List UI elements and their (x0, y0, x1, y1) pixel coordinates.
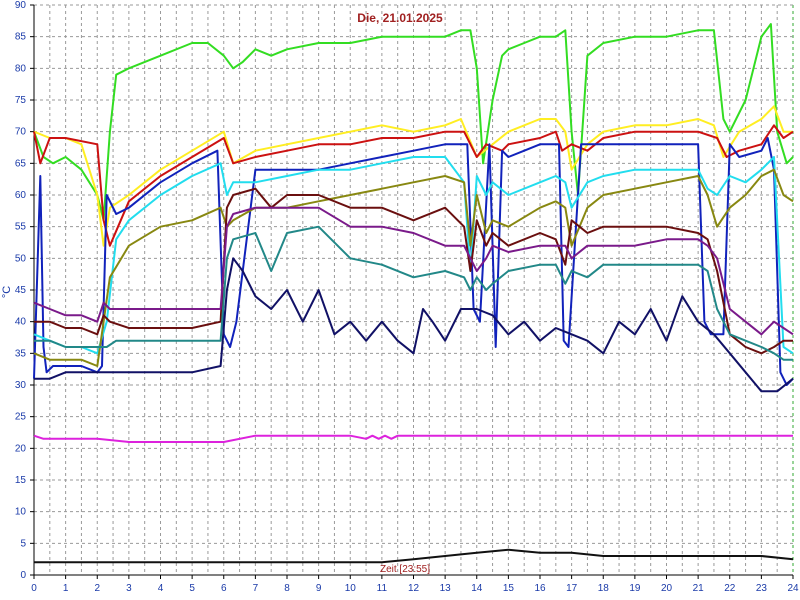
y-tick-label: 45 (15, 285, 27, 296)
y-tick-label: 10 (15, 507, 27, 518)
y-tick-label: 55 (15, 222, 27, 233)
y-axis-label: °C (1, 286, 13, 298)
y-tick-label: 65 (15, 158, 27, 169)
x-tick-label: 9 (316, 583, 322, 594)
grid (34, 4, 794, 575)
series-line-2 (33, 105, 793, 247)
y-tick-label: 5 (20, 538, 26, 549)
x-tick-label: 21 (693, 583, 705, 594)
x-tick-label: 20 (661, 583, 673, 594)
x-tick-label: 4 (158, 583, 164, 594)
x-tick-label: 16 (534, 583, 546, 594)
y-tick-label: 35 (15, 348, 27, 359)
y-tick-label: 25 (15, 412, 27, 423)
x-tick-label: 10 (345, 583, 357, 594)
y-tick-label: 60 (15, 190, 27, 201)
x-tick-label: 14 (471, 583, 483, 594)
x-tick-label: 3 (126, 583, 132, 594)
x-tick-label: 11 (377, 583, 388, 594)
x-tick-label: 8 (284, 583, 290, 594)
series-line-9 (34, 225, 793, 361)
series-line-10 (34, 257, 794, 393)
y-tick-label: 15 (15, 475, 27, 486)
x-tick-label: 19 (629, 583, 641, 594)
y-tick-label: 30 (15, 380, 27, 391)
y-tick-label: 75 (15, 95, 27, 106)
y-tick-label: 20 (15, 443, 27, 454)
y-tick-label: 85 (15, 32, 27, 43)
x-tick-label: 2 (94, 583, 100, 594)
y-tick-label: 80 (15, 63, 27, 74)
y-tick-label: 0 (20, 570, 26, 581)
series-line-1 (33, 23, 794, 222)
y-axis-ticks: 0 5 10 15 20 25 30 35 40 45 50 55 60 65 70 75 80 85 90 (15, 0, 34, 581)
x-tick-label: 17 (566, 583, 578, 594)
y-tick-label: 50 (15, 253, 27, 264)
x-tick-label: 1 (63, 583, 69, 594)
x-tick-label: 22 (724, 583, 736, 594)
x-tick-label: 23 (756, 583, 768, 594)
y-tick-label: 90 (15, 0, 27, 11)
series-line-6 (33, 168, 794, 367)
y-tick-label: 40 (15, 317, 27, 328)
series-lines (33, 23, 794, 564)
y-tick-label: 70 (15, 127, 27, 138)
x-tick-label: 7 (253, 583, 259, 594)
x-tick-label: 12 (408, 583, 420, 594)
x-tick-label: 24 (787, 583, 799, 594)
series-line-3 (33, 124, 794, 247)
series-line-7 (34, 187, 793, 355)
series-line-11 (33, 434, 793, 443)
x-tick-label: 0 (31, 583, 37, 594)
x-tick-label: 5 (189, 583, 195, 594)
x-tick-label: 15 (503, 583, 515, 594)
x-axis-ticks: 0 1 2 3 4 5 6 7 8 9 10 11 12 13 14 15 16 17 18 19 20 21 22 23 24 (31, 575, 799, 594)
x-tick-label: 13 (440, 583, 452, 594)
series-line-12 (34, 548, 794, 564)
chart-title: Die, 21.01.2025 (357, 11, 443, 25)
x-axis-label: Zeit [23:55] (380, 564, 430, 575)
series-line-8 (33, 206, 794, 336)
x-tick-label: 18 (598, 583, 610, 594)
x-tick-label: 6 (221, 583, 227, 594)
